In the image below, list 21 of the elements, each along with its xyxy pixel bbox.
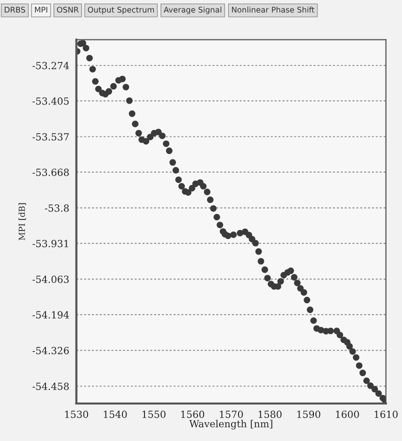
x-tick-label: 1530 bbox=[65, 410, 88, 418]
x-tick-label: 1580 bbox=[258, 410, 282, 418]
y-tick-label: -53.8 bbox=[44, 204, 69, 212]
x-tick-label: 1610 bbox=[374, 410, 398, 418]
y-tick-label: -54.063 bbox=[32, 276, 69, 283]
y-tick-label: -53.931 bbox=[32, 240, 68, 248]
x-tick-label: 1550 bbox=[142, 410, 166, 418]
y-axis-title: MPI [dB] bbox=[18, 203, 26, 240]
x-tick-label: 1590 bbox=[297, 410, 320, 418]
y-tick-label: -54.326 bbox=[32, 346, 69, 354]
y-tick-label: -54.458 bbox=[32, 382, 69, 390]
y-tick-label: -53.668 bbox=[32, 168, 69, 176]
y-tick-label: -53.537 bbox=[32, 133, 69, 141]
x-tick-label: 1560 bbox=[181, 410, 204, 418]
x-tick-label: 1570 bbox=[220, 410, 243, 418]
y-tick-label: -53.274 bbox=[32, 62, 69, 70]
x-axis-title: Wavelength [nm] bbox=[189, 420, 272, 430]
y-tick-label: -53.405 bbox=[32, 97, 69, 105]
y-tick-label: -54.194 bbox=[32, 311, 69, 318]
x-tick-label: 1600 bbox=[336, 410, 359, 418]
x-tick-label: 1540 bbox=[104, 410, 127, 418]
